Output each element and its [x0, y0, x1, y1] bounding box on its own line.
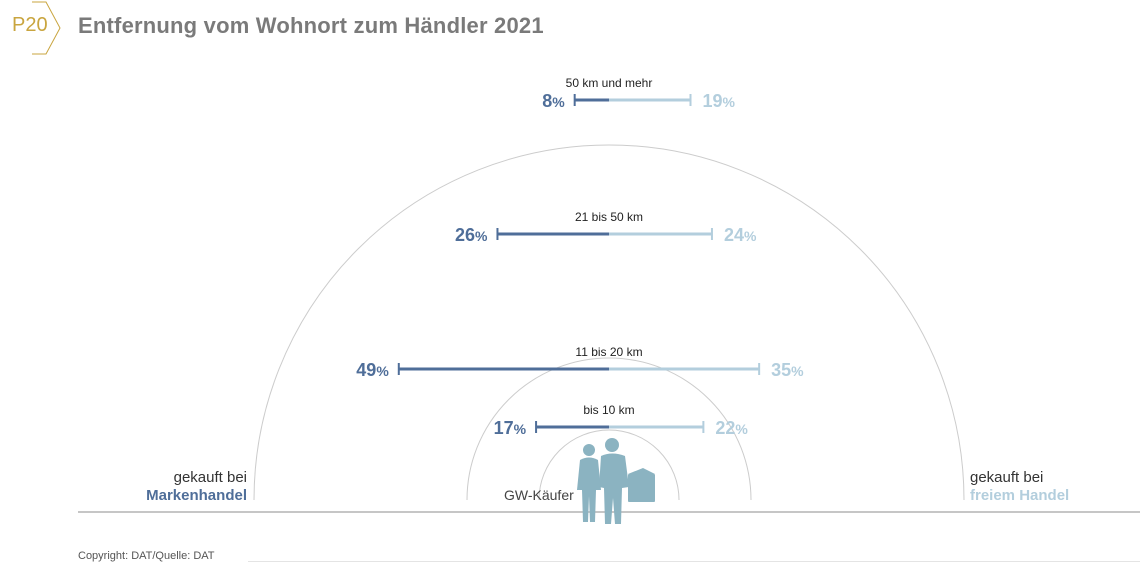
legend-right-line1: gekauft bei — [970, 469, 1044, 486]
copyright: Copyright: DAT/Quelle: DAT — [78, 550, 215, 562]
legend-right-line2: freiem Handel — [970, 487, 1070, 504]
value-label-freier-handel: 24% — [724, 225, 757, 245]
distance-arcs — [253, 144, 965, 501]
value-label-markenhandel: 49% — [356, 360, 389, 380]
distance-arc — [253, 144, 965, 501]
value-label-markenhandel: 8% — [542, 91, 565, 111]
buyers-figure-icon — [577, 438, 655, 524]
value-label-freier-handel: 35% — [771, 360, 804, 380]
report-badge: P20 — [0, 0, 70, 56]
bars: bis 10 km 17% 22% 11 bis 20 km 49% 35% 21 bis … — [356, 76, 804, 438]
value-label-freier-handel: 22% — [715, 418, 748, 438]
badge-chevron-icon — [32, 1, 61, 55]
legend-left-line2: Markenhandel — [146, 487, 247, 504]
value-label-markenhandel: 26% — [455, 225, 488, 245]
legend-left-line1: gekauft bei — [173, 469, 247, 486]
category-label: 11 bis 20 km — [575, 345, 642, 359]
legend-markenhandel: gekauft bei Markenhandel — [146, 469, 247, 505]
value-label-freier-handel: 19% — [703, 91, 736, 111]
distance-arc — [538, 429, 680, 501]
distance-arc — [466, 357, 752, 501]
footer-divider — [248, 561, 1140, 562]
legend-freier-handel: gekauft bei freiem Handel — [970, 469, 1069, 505]
value-label-markenhandel: 17% — [494, 418, 527, 438]
badge-label: P20 — [12, 14, 48, 36]
category-label: bis 10 km — [583, 403, 634, 417]
chart-title: Entfernung vom Wohnort zum Händler 2021 — [78, 13, 544, 38]
category-label: 21 bis 50 km — [575, 210, 643, 224]
center-label: GW-Käufer — [504, 487, 574, 503]
category-label: 50 km und mehr — [566, 76, 653, 90]
